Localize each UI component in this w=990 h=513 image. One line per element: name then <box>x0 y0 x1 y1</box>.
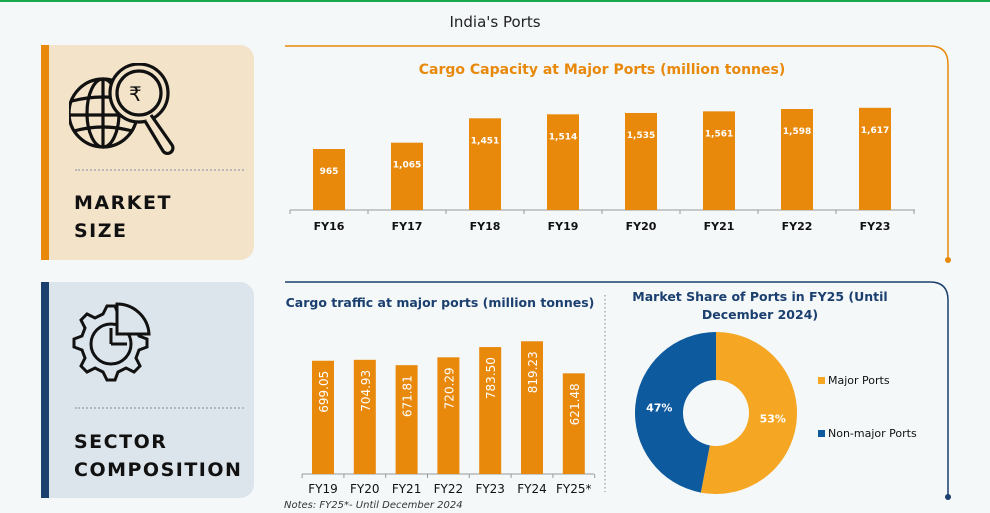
legend-swatch <box>818 430 825 437</box>
gear-pie-chart-icon <box>72 302 151 382</box>
market-size-card: ₹ MARKET SIZE <box>41 45 254 260</box>
bar <box>437 357 460 474</box>
x-tick-label: FY22 <box>782 220 813 233</box>
x-tick-label: FY23 <box>860 220 891 233</box>
sector-composition-card: SECTOR COMPOSITION <box>41 282 254 498</box>
bar <box>859 107 891 210</box>
data-label: 783.50 <box>484 357 498 399</box>
legend-label: Major Ports <box>828 374 890 387</box>
x-tick-label: FY17 <box>392 220 423 233</box>
bar <box>703 111 735 210</box>
page-title: India's Ports <box>449 13 541 31</box>
card-label-line1: SECTOR <box>74 431 168 453</box>
slice-label: 47% <box>646 402 672 415</box>
composition-frame-line <box>285 281 949 497</box>
x-tick-label: FY19 <box>548 220 579 233</box>
data-label: 1,514 <box>549 132 577 142</box>
data-label: 704.93 <box>359 370 373 412</box>
bar <box>353 359 376 474</box>
pie-slice <box>700 332 797 494</box>
bar <box>547 114 579 210</box>
x-tick-label: FY20 <box>626 220 657 233</box>
card-label-line1: MARKET <box>74 192 172 214</box>
data-label: 1,598 <box>783 127 811 137</box>
bar <box>562 373 585 474</box>
data-label: 1,617 <box>861 126 889 136</box>
chart-title-line2: December 2024) <box>702 307 818 322</box>
bar <box>521 341 543 474</box>
data-label: 965 <box>320 167 339 177</box>
x-tick-label: FY16 <box>314 220 345 233</box>
bar <box>391 142 423 210</box>
bar <box>625 112 657 210</box>
x-tick-label: FY18 <box>470 220 501 233</box>
pie-slice <box>634 332 716 493</box>
bar <box>479 347 502 474</box>
x-tick-label: FY22 <box>434 482 464 496</box>
chart-title-line1: Market Share of Ports in FY25 (Until <box>632 289 887 304</box>
globe-magnifier-rupee-icon: ₹ <box>69 63 175 155</box>
bar <box>312 360 334 474</box>
capacity-frame-line <box>285 45 949 260</box>
legend-swatch <box>818 377 825 384</box>
data-label: 1,451 <box>471 136 499 146</box>
x-tick-label: FY24 <box>517 482 547 496</box>
frame-dot <box>945 257 951 263</box>
data-label: 621.48 <box>568 383 582 425</box>
x-tick-label: FY23 <box>475 482 505 496</box>
bar <box>395 365 418 474</box>
card-label-line2: SIZE <box>74 220 128 242</box>
data-label: 1,561 <box>705 129 733 139</box>
chart-title: Cargo Capacity at Major Ports (million t… <box>419 62 786 78</box>
bar <box>313 149 345 210</box>
x-tick-label: FY25* <box>556 482 592 496</box>
data-label: 1,535 <box>627 131 655 141</box>
svg-text:₹: ₹ <box>129 82 142 106</box>
card-label-line2: COMPOSITION <box>74 459 243 481</box>
x-tick-label: FY20 <box>350 482 380 496</box>
frame-dot <box>945 494 951 500</box>
data-label: 819.23 <box>526 351 540 393</box>
data-label: 699.05 <box>317 371 331 413</box>
legend-label: Non-major Ports <box>828 427 917 440</box>
slice-label: 53% <box>760 412 786 425</box>
x-tick-label: FY19 <box>308 482 338 496</box>
data-label: 1,065 <box>393 161 421 171</box>
data-label: 720.29 <box>442 367 456 409</box>
data-label: 671.81 <box>401 375 415 417</box>
x-tick-label: FY21 <box>392 482 422 496</box>
bar <box>781 109 813 210</box>
chart-title: Cargo traffic at major ports (million to… <box>286 295 595 310</box>
notes: Notes: FY25*- Until December 2024 <box>284 500 463 511</box>
top-accent-line <box>0 0 990 2</box>
bar <box>469 118 501 210</box>
x-tick-label: FY21 <box>704 220 735 233</box>
